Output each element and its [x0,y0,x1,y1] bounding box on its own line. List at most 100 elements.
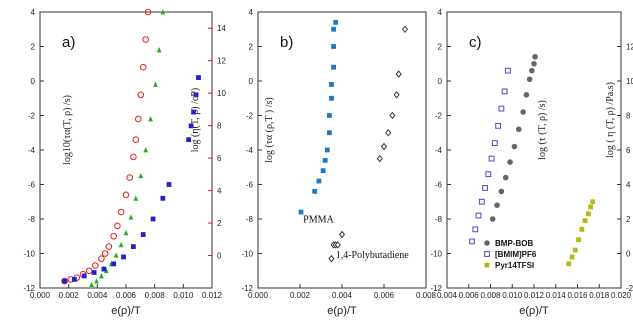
data-point [324,147,330,153]
panel-label: c) [469,34,482,51]
data-point [572,247,578,253]
data-point [156,47,162,53]
x-tick-label: 0.000 [30,291,51,300]
y-tick-label: -4 [246,146,254,155]
data-point [101,250,109,257]
y-tick-label: -2 [246,112,254,121]
x-tick-label: 0.020 [611,291,632,300]
data-point [585,211,591,217]
data-point [484,262,490,268]
y2-tick-label: 8 [626,112,631,121]
legend-label: [BMIM]PF6 [495,250,537,259]
y2-tick-label: 12 [217,57,226,66]
series-4 [186,75,201,143]
x-tick-label: 0.002 [59,291,80,300]
x-tick-label: 0.004 [437,291,458,300]
series-1 [489,54,538,222]
x-tick-label: 0.018 [589,291,610,300]
data-point [89,281,94,287]
data-point [507,159,513,165]
data-point [114,222,121,230]
y-tick-label: -10 [430,250,442,259]
data-point [579,226,585,232]
data-point [588,204,593,210]
y-tick-label: -6 [435,181,443,190]
data-point [469,238,475,245]
y-tick-label: 4 [438,8,443,17]
panel-label: a) [62,34,75,51]
data-point [329,95,334,101]
y-tick-label: -8 [435,215,443,224]
y2-tick-label: 2 [217,219,222,228]
data-point [137,91,145,99]
data-point [389,111,396,120]
data-point [61,277,68,285]
x-tick-label: 0.008 [145,291,166,300]
data-point [186,137,192,143]
y-tick-label: -8 [246,215,254,224]
data-point [134,115,142,123]
y-tick-label: -2 [28,112,36,121]
x-tick-label: 0.012 [202,291,223,300]
x-tick-label: 0.002 [290,291,311,300]
y-tick-label: -4 [28,146,36,155]
y2-axis-label: log (η(T, ρ) /cP) [190,88,201,152]
data-point [101,266,107,272]
x-tick-label: 0.014 [546,291,567,300]
data-point [126,174,133,181]
data-point [110,232,118,240]
data-point [482,185,488,191]
data-point [520,109,526,115]
data-point [498,105,505,112]
data-point [139,63,147,71]
y2-tick-label: 14 [217,24,226,33]
data-point [103,267,109,274]
y-tick-label: -6 [28,181,36,190]
data-point [328,254,335,263]
data-point [160,9,166,15]
data-point [123,229,129,236]
data-point [488,155,495,162]
x-tick-label: 0.004 [87,291,108,300]
x-tick-label: 0.012 [524,291,545,300]
data-point [121,254,126,260]
data-point [515,126,522,133]
data-point [472,226,479,233]
data-point [329,82,334,87]
data-point [132,136,140,143]
data-point [191,109,196,115]
data-point [395,70,402,78]
data-point [117,208,125,216]
y-tick-label: 2 [438,43,443,52]
y-tick-label: -2 [435,112,443,121]
data-point [122,191,130,199]
data-point [523,92,530,98]
y-tick-label: -8 [28,215,36,224]
data-point [312,189,318,194]
data-point [188,123,194,129]
y-tick-label: -12 [23,284,35,293]
y2-tick-label: 10 [217,89,226,98]
data-point [529,67,535,74]
data-point [62,278,67,284]
y2-tick-label: 6 [626,146,631,155]
data-point [501,88,508,95]
annotation-pmma: PMMA [303,214,334,225]
y2-tick-label: 4 [626,181,631,190]
x-tick-label: 0.010 [502,291,523,300]
y2-tick-label: 8 [217,122,222,131]
y-tick-label: 0 [249,77,254,86]
y2-tick-label: 0 [217,252,222,261]
data-point [511,143,518,150]
data-point [150,216,156,222]
data-point [484,240,490,246]
data-point [160,195,166,201]
y-tick-label: 0 [31,77,36,86]
data-point [582,218,588,224]
data-point [148,116,153,122]
x-tick-label: 0.006 [116,291,137,300]
data-point [485,171,492,178]
y-axis-label: log10(τα(T, ρ) /s) [62,95,73,165]
y2-tick-label: 4 [217,187,222,196]
